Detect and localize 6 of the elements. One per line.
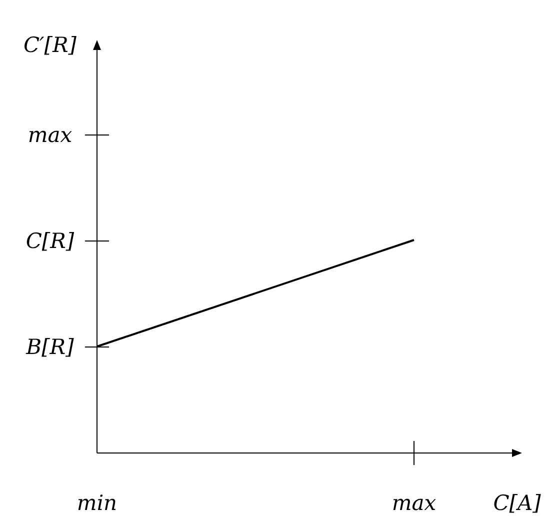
x-axis-title: C[A] xyxy=(493,491,542,515)
text: C′[R] xyxy=(23,33,78,57)
x-tick-label: min xyxy=(76,490,118,515)
text: C[R] xyxy=(26,229,75,253)
text: B[R] xyxy=(25,335,75,359)
text: max xyxy=(28,123,72,147)
